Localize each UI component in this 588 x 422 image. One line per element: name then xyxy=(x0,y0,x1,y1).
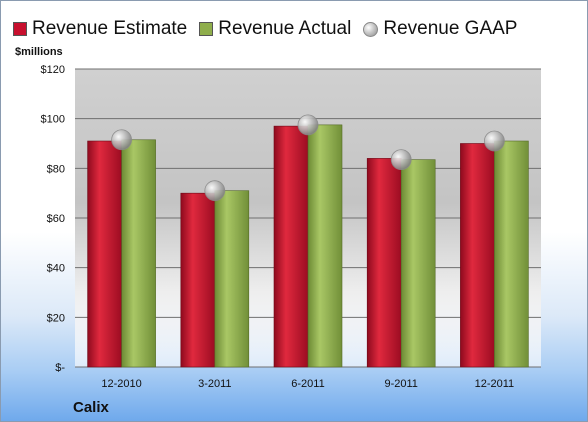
legend: Revenue Estimate Revenue Actual Revenue … xyxy=(13,17,529,41)
company-name: Calix xyxy=(73,399,109,416)
legend-swatch-actual xyxy=(199,22,214,36)
legend-label-actual: Revenue Actual xyxy=(218,18,352,39)
legend-label-estimate: Revenue Estimate xyxy=(32,18,188,39)
marker-revenue-gaap xyxy=(204,180,226,202)
x-tick-label: 6-2011 xyxy=(291,378,324,390)
marker-revenue-gaap xyxy=(111,129,132,151)
y-tick-label: $80 xyxy=(47,163,65,175)
y-tick-label: $40 xyxy=(47,263,65,275)
legend-marker-gaap xyxy=(363,21,379,37)
legend-swatch-estimate xyxy=(13,22,27,36)
x-tick-label: 9-2011 xyxy=(384,378,417,390)
y-tick-label: $- xyxy=(55,362,65,374)
y-tick-label: $100 xyxy=(41,114,65,126)
bar-revenue-actual xyxy=(494,140,529,368)
x-tick-label: 3-2011 xyxy=(198,378,231,390)
y-axis-unit-label: $millions xyxy=(15,46,63,58)
bar-revenue-estimate xyxy=(460,143,495,368)
legend-item-estimate: Revenue Estimate xyxy=(13,18,187,40)
bar-revenue-actual xyxy=(400,159,436,368)
bar-revenue-actual xyxy=(214,190,250,368)
bar-revenue-actual xyxy=(121,139,156,368)
bar-revenue-estimate xyxy=(366,158,402,368)
y-tick-label: $120 xyxy=(41,64,65,76)
bar-revenue-estimate xyxy=(273,125,309,368)
bar-revenue-actual xyxy=(307,124,343,368)
legend-item-gaap: Revenue GAAP xyxy=(363,18,517,40)
bar-revenue-estimate xyxy=(180,192,216,368)
y-tick-label: $20 xyxy=(47,312,65,324)
bar-revenue-estimate xyxy=(87,140,122,368)
x-tick-label: 12-2011 xyxy=(475,378,515,390)
legend-label-gaap: Revenue GAAP xyxy=(383,18,518,39)
x-tick-label: 12-2010 xyxy=(101,378,141,390)
y-tick-label: $60 xyxy=(47,213,65,225)
marker-revenue-gaap xyxy=(297,114,319,136)
marker-revenue-gaap xyxy=(483,130,505,152)
marker-revenue-gaap xyxy=(390,149,412,171)
legend-item-actual: Revenue Actual xyxy=(199,18,351,40)
